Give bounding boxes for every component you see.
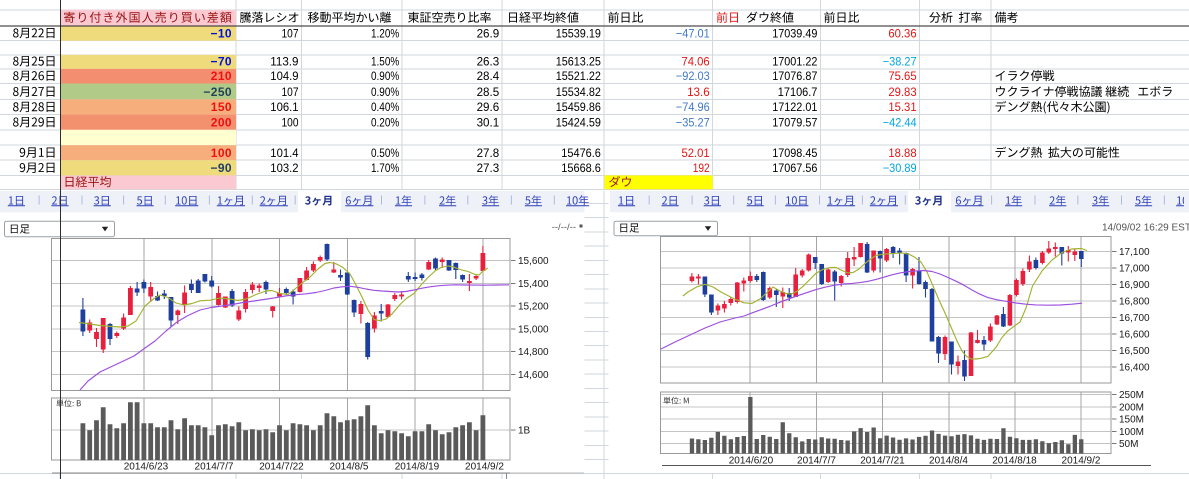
svg-text:15459.86: 15459.86 [556,100,601,114]
svg-text:100: 100 [211,146,232,160]
svg-text:16,400: 16,400 [1119,362,1150,373]
svg-text:1B: 1B [518,426,531,437]
svg-text:−47.01: −47.01 [676,26,710,40]
svg-text:17106.7: 17106.7 [778,85,818,99]
svg-text:−74.96: −74.96 [676,100,710,114]
svg-text:17122.01: 17122.01 [772,100,817,114]
svg-text:15476.6: 15476.6 [561,146,601,160]
svg-text:104.9: 104.9 [270,69,299,83]
svg-text:15,200: 15,200 [518,302,549,313]
svg-text:192: 192 [693,161,710,175]
svg-text:2014/6/23: 2014/6/23 [124,461,169,472]
svg-text:0.90%: 0.90% [371,85,399,99]
svg-text:15668.6: 15668.6 [561,161,601,175]
svg-text:75.65: 75.65 [888,69,917,83]
svg-text:113.9: 113.9 [270,55,299,69]
svg-text:150: 150 [211,100,232,114]
svg-text:2014/9/2: 2014/9/2 [465,461,504,472]
svg-text:2014/8/18: 2014/8/18 [992,455,1037,466]
svg-text:150M: 150M [1119,415,1144,426]
svg-text:2014/9/2: 2014/9/2 [1062,455,1101,466]
svg-text:210: 210 [211,69,232,83]
svg-text:26.3: 26.3 [477,55,500,69]
svg-text:103.2: 103.2 [270,161,299,175]
svg-text:−35.27: −35.27 [676,115,710,129]
svg-text:1.70%: 1.70% [371,161,399,175]
svg-text:15,600: 15,600 [518,256,549,267]
svg-text:28.4: 28.4 [477,69,500,83]
svg-text:30.1: 30.1 [477,115,500,129]
svg-text:17098.45: 17098.45 [772,146,817,160]
svg-text:100M: 100M [1119,427,1144,438]
svg-text:−92.03: −92.03 [676,69,710,83]
svg-text:16,700: 16,700 [1119,313,1150,324]
svg-text:74.06: 74.06 [682,55,711,69]
svg-text:100: 100 [282,115,299,129]
svg-text:2014/8/19: 2014/8/19 [395,461,440,472]
svg-text:17076.87: 17076.87 [772,69,817,83]
svg-text:106.1: 106.1 [270,100,299,114]
svg-text:0.50%: 0.50% [371,146,399,160]
svg-text:0.90%: 0.90% [371,69,399,83]
svg-text:14,800: 14,800 [518,347,549,358]
svg-text:0.20%: 0.20% [371,115,399,129]
svg-text:1.50%: 1.50% [371,55,399,69]
svg-text:0.40%: 0.40% [371,100,399,114]
svg-text:−90: −90 [210,161,232,175]
svg-text:−42.44: −42.44 [883,115,917,129]
svg-text:16,600: 16,600 [1119,329,1150,340]
svg-text:15,000: 15,000 [518,324,549,335]
svg-text:17001.22: 17001.22 [772,55,817,69]
svg-text:50M: 50M [1119,439,1138,450]
svg-text:2014/7/22: 2014/7/22 [259,461,304,472]
svg-text:26.9: 26.9 [477,26,500,40]
svg-text:17079.57: 17079.57 [772,115,817,129]
svg-text:14/09/02 16:29 EST: 14/09/02 16:29 EST [1102,223,1189,234]
svg-text:18.88: 18.88 [888,146,917,160]
svg-text:200: 200 [211,115,232,129]
svg-text:15424.59: 15424.59 [556,115,601,129]
svg-text:15,400: 15,400 [518,279,549,290]
svg-text:2014/8/5: 2014/8/5 [330,461,369,472]
svg-text:52.01: 52.01 [682,146,711,160]
svg-text:--/--/--: --/--/-- [552,222,576,233]
svg-text:2014/7/21: 2014/7/21 [860,455,905,466]
svg-text:−30.89: −30.89 [883,161,917,175]
svg-text:17,000: 17,000 [1119,263,1150,274]
svg-text:14,600: 14,600 [518,370,549,381]
svg-text:2014/7/7: 2014/7/7 [195,461,234,472]
svg-text:2014/8/4: 2014/8/4 [929,455,968,466]
svg-text:−70: −70 [210,55,232,69]
svg-text:16,800: 16,800 [1119,296,1150,307]
svg-text:17039.49: 17039.49 [772,26,817,40]
svg-text:17067.56: 17067.56 [772,161,817,175]
svg-text:29.6: 29.6 [477,100,500,114]
svg-text:16,500: 16,500 [1119,346,1150,357]
svg-text:13.6: 13.6 [687,85,710,99]
svg-text:107: 107 [282,26,299,40]
svg-text:28.5: 28.5 [477,85,500,99]
svg-text:15521.22: 15521.22 [556,69,601,83]
svg-text:15534.82: 15534.82 [556,85,601,99]
svg-text:1.20%: 1.20% [371,26,399,40]
svg-text:101.4: 101.4 [270,146,299,160]
svg-text:2014/7/7: 2014/7/7 [797,455,836,466]
svg-text:15613.25: 15613.25 [556,55,601,69]
svg-text:16,900: 16,900 [1119,280,1150,291]
svg-text:2014/6/20: 2014/6/20 [729,455,774,466]
svg-text:−250: −250 [203,85,232,99]
svg-text:17,100: 17,100 [1119,247,1150,258]
svg-text:250M: 250M [1119,390,1144,401]
svg-text:27.3: 27.3 [477,161,500,175]
svg-text:60.36: 60.36 [888,26,917,40]
svg-text:200M: 200M [1119,402,1144,413]
svg-text:−10: −10 [210,26,232,40]
svg-text:27.8: 27.8 [477,146,500,160]
svg-text:15539.19: 15539.19 [556,26,601,40]
svg-text:29.83: 29.83 [888,85,917,99]
svg-text:15.31: 15.31 [888,100,917,114]
svg-text:−38.27: −38.27 [883,55,917,69]
svg-text:107: 107 [282,85,299,99]
